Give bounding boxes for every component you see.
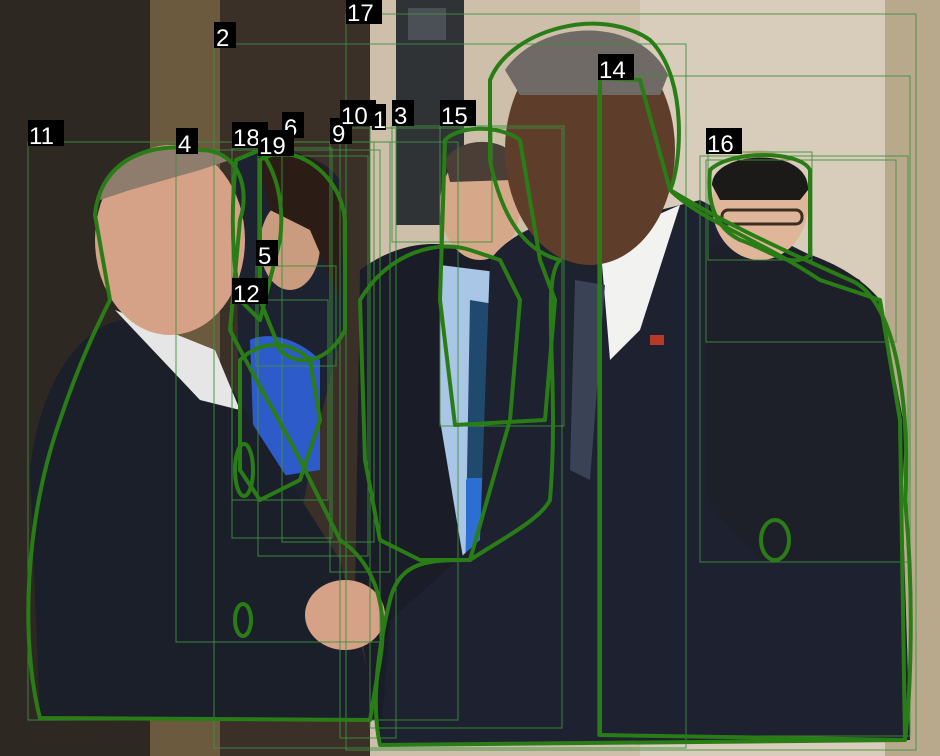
label-12: 12 <box>232 278 268 308</box>
label-19: 19 <box>258 130 294 160</box>
bbox-9 <box>329 141 391 573</box>
person-left-man-collar <box>115 310 240 410</box>
label-16-text: 16 <box>707 131 734 158</box>
person-lanyard-man-hair <box>445 141 520 182</box>
bbox-4 <box>175 149 381 643</box>
label-11: 11 <box>28 120 64 150</box>
mask-hand-detail <box>759 518 791 562</box>
label-2: 2 <box>214 22 236 52</box>
label-10: 10 <box>340 100 376 130</box>
bbox-13 <box>705 159 897 343</box>
label-1-text: 1 <box>373 107 386 134</box>
label-17-text: 17 <box>347 0 374 27</box>
mask-15 <box>438 126 557 427</box>
person-left-man-hand <box>305 580 385 650</box>
label-1: 1 <box>372 104 386 134</box>
label-3-text: 3 <box>394 103 407 130</box>
label-14: 14 <box>598 54 634 84</box>
bbox-12 <box>231 299 329 501</box>
person-right-man-body <box>705 242 905 560</box>
label-4: 4 <box>176 128 198 158</box>
label-5-text: 5 <box>258 243 271 270</box>
person-right-man-hair <box>712 157 809 200</box>
person-left-man-hair <box>100 148 230 200</box>
label-19-text: 19 <box>259 133 286 160</box>
mask-sleeve-detail <box>233 602 253 638</box>
label-5: 5 <box>256 240 278 270</box>
person-woman-top <box>250 336 320 480</box>
mask-16 <box>707 153 812 263</box>
label-14-text: 14 <box>599 57 626 84</box>
label-2-text: 2 <box>216 25 229 52</box>
bbox-17 <box>345 13 917 751</box>
bbox-14 <box>597 75 911 737</box>
mask-left-detail <box>233 442 255 498</box>
mask-14 <box>598 76 907 742</box>
label-15: 15 <box>440 100 476 130</box>
label-3: 3 <box>392 100 414 130</box>
label-4-text: 4 <box>178 131 191 158</box>
label-9-text: 9 <box>332 121 345 148</box>
person-right-man-glasses <box>720 208 804 226</box>
wall-sign-plate <box>408 8 446 40</box>
label-16: 16 <box>706 128 742 158</box>
bbox-10 <box>339 127 397 739</box>
label-10-text: 10 <box>341 103 368 130</box>
label-18-text: 18 <box>233 125 260 152</box>
mask-17 <box>373 21 913 747</box>
person-tall-man-tie <box>570 280 605 480</box>
mask-11 <box>26 145 385 722</box>
label-12-text: 12 <box>233 281 260 308</box>
bbox-19 <box>257 155 369 557</box>
bbox-16b <box>699 155 909 563</box>
label-15-text: 15 <box>441 103 468 130</box>
bbox-6 <box>281 141 375 543</box>
label-17: 17 <box>346 0 382 27</box>
person-left-man-body <box>30 320 380 720</box>
mask-12 <box>238 343 322 502</box>
label-11-text: 11 <box>29 123 54 150</box>
bbox-11 <box>27 141 459 721</box>
lapel-pin <box>650 335 664 345</box>
mask-19 <box>230 148 284 322</box>
bbox-2 <box>213 43 687 749</box>
person-left-man-head <box>95 145 245 335</box>
mask-1 <box>358 244 522 562</box>
